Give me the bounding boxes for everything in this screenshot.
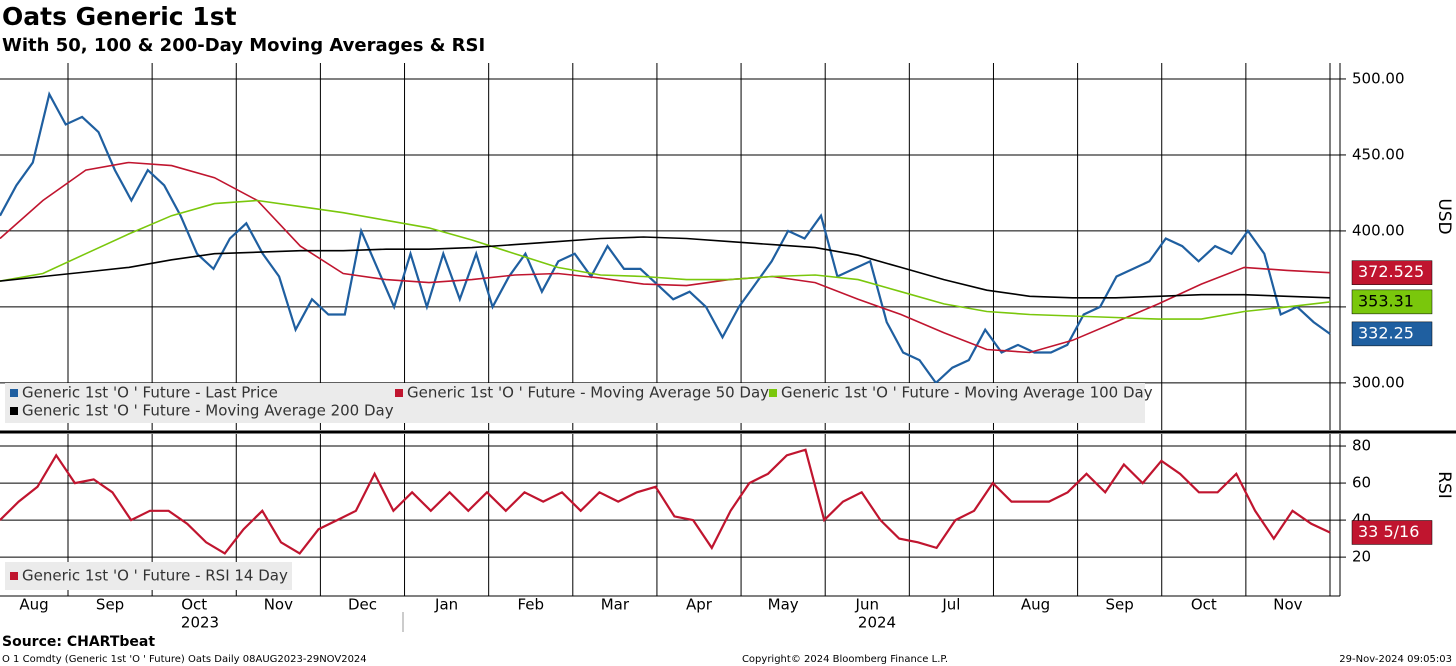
legend-label: Generic 1st 'O ' Future - Moving Average…: [407, 384, 769, 402]
x-tick-label: Jun: [855, 596, 879, 614]
y-tick-label: 300.00: [1352, 373, 1405, 391]
y-tick-label: 60: [1352, 474, 1371, 492]
footer-left: O 1 Comdty (Generic 1st 'O ' Future) Oat…: [2, 654, 367, 665]
legend-swatch: [10, 407, 18, 415]
x-tick-label: May: [768, 596, 799, 614]
legend-swatch: [395, 389, 403, 397]
x-tick-label: Oct: [181, 596, 207, 614]
x-tick-label: Jul: [941, 596, 960, 614]
last-value-label: 372.525: [1358, 262, 1424, 281]
legend-swatch: [10, 572, 18, 580]
last-value-box: [1351, 289, 1433, 315]
legend-bg: [5, 562, 292, 590]
series-line: [0, 161, 1331, 354]
y-tick-label: 80: [1352, 437, 1371, 455]
series-line: [0, 236, 1331, 299]
year-label: 2023: [181, 614, 219, 632]
x-tick-label: Sep: [1106, 596, 1134, 614]
x-tick-label: Apr: [686, 596, 713, 614]
y-tick-label: 400.00: [1352, 221, 1405, 239]
x-tick-label: Nov: [264, 596, 293, 614]
x-tick-label: Aug: [19, 596, 48, 614]
legend-bg: [5, 383, 1145, 423]
footer-right: 29-Nov-2024 09:05:03: [1339, 654, 1452, 665]
y-tick-label: 500.00: [1352, 69, 1405, 87]
footer-center: Copyright© 2024 Bloomberg Finance L.P.: [742, 654, 948, 665]
y-tick-label: 20: [1352, 548, 1371, 566]
y-axis-label: USD: [1434, 198, 1454, 234]
legend-label: Generic 1st 'O ' Future - RSI 14 Day: [22, 567, 288, 585]
last-value-box: [1351, 321, 1433, 347]
year-label: 2024: [858, 614, 896, 632]
legend-label: Generic 1st 'O ' Future - Moving Average…: [22, 402, 394, 420]
x-tick-label: Aug: [1021, 596, 1050, 614]
x-tick-label: Dec: [348, 596, 377, 614]
last-value-label: 332.25: [1358, 323, 1414, 342]
x-tick-label: Feb: [517, 596, 544, 614]
chart-subtitle: With 50, 100 & 200-Day Moving Averages &…: [2, 35, 485, 56]
legend-swatch: [769, 389, 777, 397]
x-tick-label: Mar: [601, 596, 630, 614]
y-tick-label: 450.00: [1352, 145, 1405, 163]
chart-title: Oats Generic 1st: [2, 2, 237, 31]
y-axis-label: RSI: [1434, 471, 1454, 499]
legend-swatch: [10, 389, 18, 397]
last-value-box: [1351, 520, 1433, 545]
last-value-box: [1351, 260, 1433, 285]
series-line: [0, 448, 1331, 555]
legend-label: Generic 1st 'O ' Future - Moving Average…: [781, 384, 1153, 402]
last-value-label: 33 5/16: [1358, 522, 1419, 541]
x-tick-label: Oct: [1191, 596, 1217, 614]
legend-label: Generic 1st 'O ' Future - Last Price: [22, 384, 278, 402]
x-tick-label: Sep: [96, 596, 124, 614]
x-tick-label: Nov: [1273, 596, 1302, 614]
last-value-label: 353.31: [1358, 291, 1414, 310]
source: Source: CHARTbeat: [2, 634, 155, 650]
x-tick-label: Jan: [434, 596, 458, 614]
series-line: [0, 199, 1331, 320]
